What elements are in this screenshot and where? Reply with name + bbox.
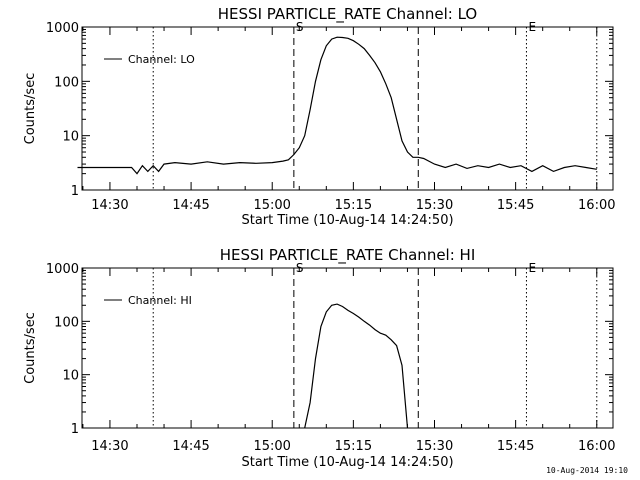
chart-panel-1: HESSI PARTICLE_RATE Channel: LO 1 10 100 100… — [23, 5, 616, 228]
x-tick-label: 14:45 — [172, 198, 209, 213]
x-tick-label: 15:30 — [416, 198, 453, 213]
y-tick-label: 1000 — [46, 262, 79, 277]
time-marker-label: E — [528, 20, 536, 34]
y-axis-label: Counts/sec — [23, 312, 38, 384]
data-series-line — [304, 303, 409, 429]
y-tick-label: 1000 — [46, 21, 79, 36]
time-marker-label: S — [296, 261, 304, 275]
x-tick-label: 16:00 — [578, 198, 615, 213]
chart-title: HESSI PARTICLE_RATE Channel: HI — [220, 246, 476, 265]
y-tick-label: 100 — [54, 75, 79, 90]
x-tick-label: 16:00 — [578, 439, 615, 454]
x-tick-label: 15:30 — [416, 439, 453, 454]
y-tick-label: 10 — [62, 369, 79, 384]
x-tick-label: 15:45 — [497, 198, 534, 213]
legend-label: Channel: HI — [128, 294, 192, 307]
x-axis-label: Start Time (10-Aug-14 14:24:50) — [241, 455, 453, 470]
x-tick-label: 15:15 — [335, 439, 372, 454]
data-series-line — [77, 36, 597, 175]
footer-timestamp: 10-Aug-2014 19:10 — [546, 466, 628, 475]
x-tick-label: 14:30 — [91, 439, 128, 454]
time-marker-label: S — [296, 20, 304, 34]
y-tick-label: 10 — [62, 130, 79, 145]
y-axis-label: Counts/sec — [23, 73, 38, 145]
x-tick-label: 15:00 — [253, 198, 290, 213]
plot-frame — [81, 26, 614, 191]
chart-panel-2: HESSI PARTICLE_RATE Channel: HI 1 10 100 100… — [23, 246, 616, 470]
x-axis-label: Start Time (10-Aug-14 14:24:50) — [241, 213, 453, 228]
time-marker-label: E — [528, 261, 536, 275]
x-tick-label: 15:00 — [253, 439, 290, 454]
x-tick-label: 14:45 — [172, 439, 209, 454]
x-tick-label: 15:45 — [497, 439, 534, 454]
legend-label: Channel: LO — [128, 53, 195, 66]
x-tick-label: 14:30 — [91, 198, 128, 213]
plot-frame — [81, 267, 614, 429]
y-tick-label: 100 — [54, 315, 79, 330]
chart-title: HESSI PARTICLE_RATE Channel: LO — [218, 5, 477, 24]
y-tick-label: 1 — [71, 422, 79, 437]
y-tick-label: 1 — [71, 184, 79, 199]
x-tick-label: 15:15 — [335, 198, 372, 213]
